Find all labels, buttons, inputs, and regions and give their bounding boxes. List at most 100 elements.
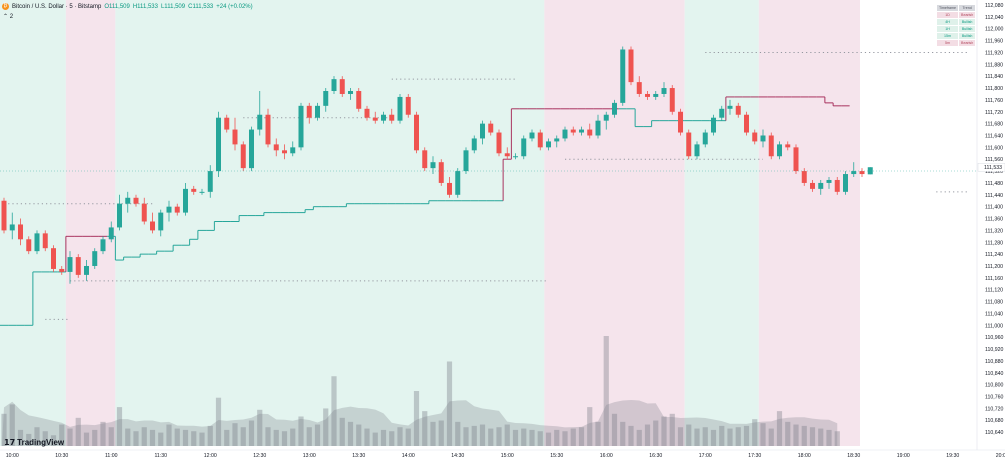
candle-body (249, 129, 254, 169)
volume-bar (174, 428, 180, 446)
symbol-legend[interactable]: ₿ Bitcoin / U.S. Dollar · 5 · Bitstamp O… (2, 3, 253, 10)
candle (92, 248, 98, 269)
volume-bar (323, 408, 329, 446)
candle (867, 167, 873, 175)
candle (100, 236, 106, 255)
candle (570, 126, 576, 136)
volume-bar (570, 428, 576, 446)
price-tick-label: 111,120 (985, 288, 1003, 294)
candle (405, 93, 411, 118)
tradingview-logo[interactable]: 𝟭𝟳 TradingView (4, 438, 64, 447)
candle-body (471, 138, 477, 151)
price-tick-label: 110,680 (985, 418, 1003, 424)
candle (18, 218, 23, 246)
volume-bar (1, 413, 7, 446)
candle (636, 76, 642, 97)
candle-body (141, 203, 147, 222)
volume-bar (686, 424, 692, 446)
candle-body (108, 227, 114, 240)
candle (422, 147, 428, 172)
volume-bar (372, 432, 378, 446)
candle-body (265, 114, 271, 145)
time-axis: 10:00 10:30 11:00 11:30 12:00 12:30 13:00 13:30… (0, 449, 1005, 459)
price-tick-label: 110,760 (985, 394, 1003, 400)
candle (669, 85, 675, 115)
candle (793, 144, 799, 175)
candle (851, 162, 857, 178)
candle-body (100, 239, 106, 252)
candle (348, 88, 353, 100)
candle (661, 82, 667, 97)
volume-bar (694, 428, 700, 446)
candle-body (480, 123, 485, 139)
candle-body (92, 251, 98, 266)
time-tick-label: 19:30 (946, 453, 959, 459)
candle-body (26, 239, 32, 252)
volume-bar (430, 421, 436, 446)
volume-bar (125, 428, 131, 446)
candle-body (554, 138, 560, 142)
candle (463, 147, 469, 175)
candle-body (117, 203, 122, 228)
volume-bar (793, 424, 799, 446)
volume-bar (306, 427, 312, 446)
volume-bar (488, 428, 494, 446)
price-tick-label: 110,880 (985, 359, 1003, 365)
candle (59, 265, 65, 275)
volume-bar (133, 431, 139, 446)
candle (150, 212, 155, 234)
volume-bar (108, 427, 114, 446)
volume-bar (224, 429, 230, 446)
volume-bar (537, 431, 543, 446)
candle-body (414, 114, 419, 151)
candle (612, 99, 617, 118)
volume-bar (281, 431, 288, 446)
candle (587, 123, 593, 139)
candle-body (430, 162, 436, 169)
volume-bar (669, 413, 675, 446)
volume-bar (116, 407, 123, 446)
candle-body (183, 188, 188, 213)
candle (199, 188, 205, 195)
candle-body (389, 114, 395, 121)
price-tick-label: 110,800 (985, 383, 1003, 389)
candle-body (306, 105, 312, 118)
volume-bar (290, 428, 296, 446)
candle (603, 111, 609, 130)
candle (414, 111, 419, 154)
candle-body (323, 91, 329, 106)
timeframe-trend-table: Timeframe Trend 1D Bearish 4H Bullish 1H Bul… (935, 4, 977, 47)
candle (834, 177, 840, 195)
candle-body (232, 129, 238, 145)
candle (768, 132, 774, 160)
price-tick-label: 111,840 (985, 74, 1003, 80)
current-price-label: 111,533 (984, 165, 1002, 171)
indicator-collapse-toggle[interactable]: ⌃ 2 (3, 14, 14, 20)
candle (133, 194, 139, 207)
candle-body (645, 93, 650, 97)
time-tick-label: 15:30 (550, 453, 563, 459)
candle (719, 105, 725, 121)
volume-bar (809, 427, 816, 446)
volume-bar (182, 429, 189, 446)
price-tick-label: 111,240 (985, 252, 1003, 258)
candle (339, 76, 345, 97)
price-tick-label: 110,640 (985, 430, 1003, 436)
candle (760, 129, 766, 148)
time-tick-label: 13:30 (352, 453, 365, 459)
candle (67, 251, 73, 284)
price-tick-label: 111,080 (985, 300, 1003, 306)
volume-bar (644, 424, 651, 446)
candle (546, 138, 551, 151)
candle (645, 91, 650, 100)
candle-body (653, 93, 659, 97)
volume-bar (562, 431, 568, 446)
price-axis: 112,080 112,040 112,000 111,960 111,920 111,8… (976, 0, 1005, 450)
volume-bar (92, 429, 98, 446)
time-tick-label: 14:30 (451, 453, 464, 459)
candle (579, 126, 584, 136)
volume-bar (191, 431, 197, 446)
volume-bar (26, 433, 32, 446)
